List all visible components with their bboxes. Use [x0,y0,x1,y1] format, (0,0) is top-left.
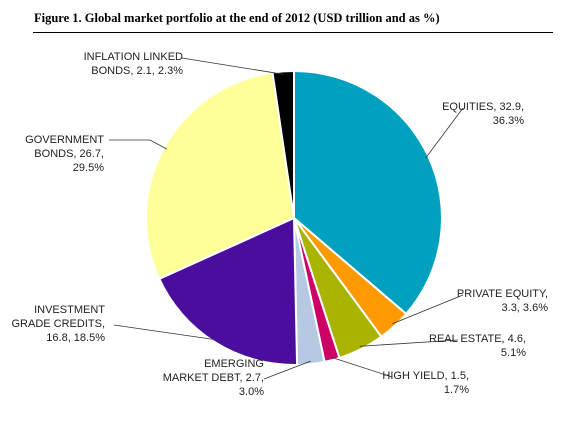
figure-title: Figure 1. Global market portfolio at the… [34,11,440,25]
leader-line-investment-grade-credits [113,324,217,341]
pie-slice-investment-grade-credits [157,216,299,366]
leader-line-inflation-linked-bonds [181,57,284,75]
leader-line-real-estate [359,339,459,347]
slice-label-high-yield: HIGH YIELD, 1.5, 1.7% [382,370,469,396]
slice-label-real-estate: REAL ESTATE, 4.6, 5.1% [429,333,526,359]
slice-label-government-bonds: GOVERNMENT BONDS, 26.7, 29.5% [25,134,104,174]
pie-slice-equities [293,69,443,316]
slice-label-inflation-linked-bonds: INFLATION LINKED BONDS, 2.1, 2.3% [84,51,184,77]
slice-label-private-equity: PRIVATE EQUITY, 3.3, 3.6% [457,288,548,314]
leader-line-high-yield [331,356,393,378]
title-rule [33,32,553,33]
leader-lines [109,57,464,380]
leader-line-government-bonds [109,139,167,150]
pie-slices [145,69,443,366]
leader-line-equities [425,107,464,159]
leader-line-emerging-market-debt [263,360,311,380]
leader-line-private-equity [392,294,464,325]
slice-label-emerging-market-debt: EMERGING MARKET DEBT, 2.7, 3.0% [163,358,264,398]
slice-label-equities: EQUITIES, 32.9, 36.3% [442,101,524,127]
slice-label-investment-grade-credits: INVESTMENT GRADE CREDITS, 16.8, 18.5% [11,304,105,344]
slice-labels: EQUITIES, 32.9, 36.3% PRIVATE EQUITY, 3.3, … [11,51,548,398]
